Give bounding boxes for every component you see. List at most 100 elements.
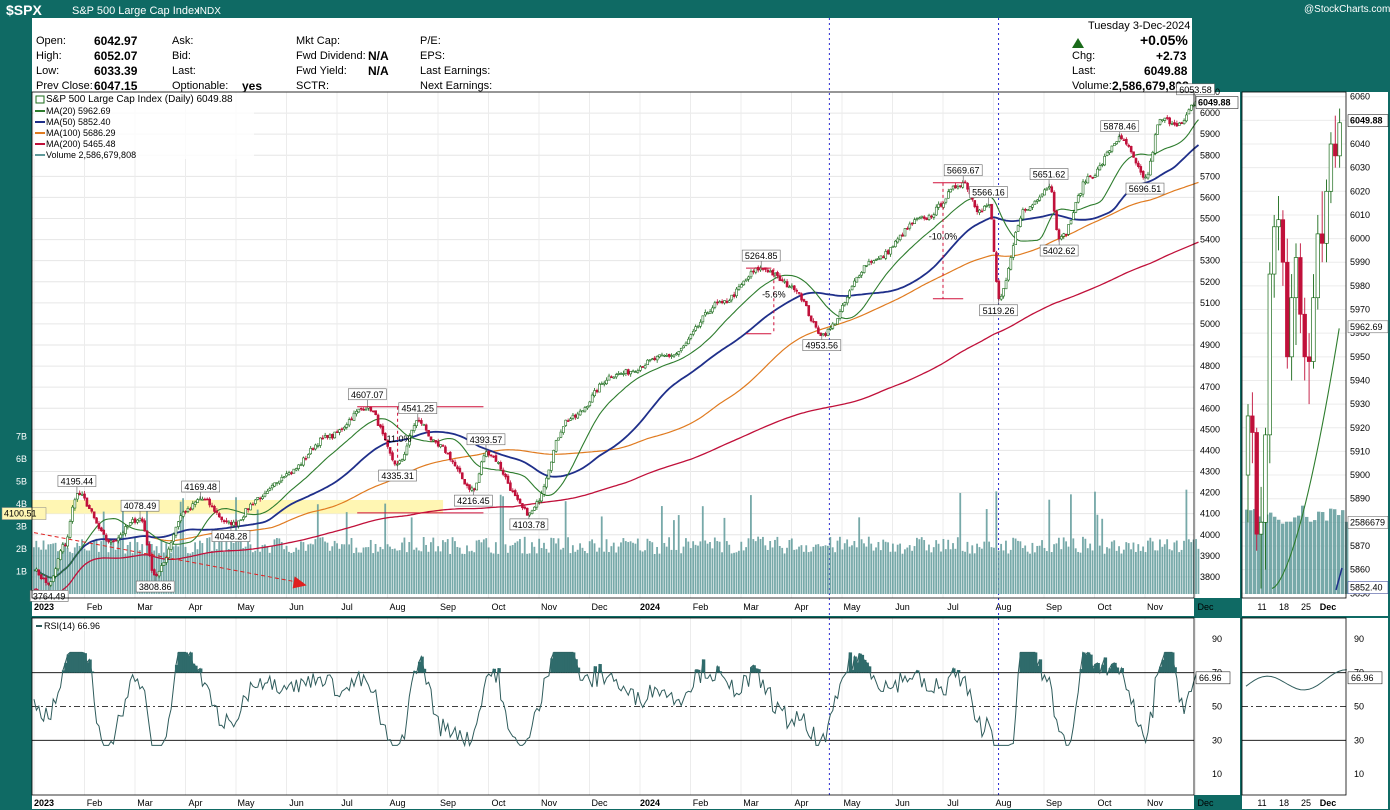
rsi-overbought-fill [1026,652,1031,673]
volume-bar [579,543,581,594]
volume-bar [795,549,798,594]
volume-bar [1053,544,1055,594]
volume-bar [261,545,264,594]
candle-body [639,366,642,371]
volume-bar [288,551,290,594]
volume-bar [778,546,781,594]
candle-body [177,521,180,527]
volume-bar [280,542,283,594]
inset-candle-body [1276,219,1281,228]
volume-bar [1195,539,1197,594]
volume-bar [800,545,803,594]
candle-body [836,318,839,325]
candle-body [1156,124,1159,135]
candle-body [545,477,548,488]
volume-bar [807,552,810,594]
candle-body [855,276,859,283]
volume-bar [122,511,124,594]
candle-body [131,519,134,523]
rsi-line [33,651,1199,748]
volume-bar [944,549,947,594]
candle-body [732,294,736,298]
inset-ma50-line [1335,567,1343,591]
candle-body [716,301,719,304]
price-tick-label: 5400 [1200,235,1220,245]
candle-body [658,354,661,358]
candle-body [398,460,402,464]
inset-rsi-value-tag [1347,671,1383,685]
candle-body [369,406,373,412]
volume-bar [1012,537,1015,594]
candle-body [788,286,791,289]
inset-tick-label: 5930 [1350,399,1370,409]
candle-body [78,492,82,495]
inset-candle-body [1250,415,1255,433]
candle-body [920,215,924,218]
candle-body [889,247,892,255]
candle-body [1120,135,1123,140]
month-label: Apr [794,602,808,612]
candle-body [961,182,965,188]
inset-tick-label: 5980 [1350,281,1370,291]
volume-bar [381,549,384,594]
candle-body [261,496,264,499]
candle-body [140,518,144,522]
price-label-box [29,590,69,602]
volume-bar [954,548,957,594]
rsi-overbought-fill [83,653,87,673]
volume-bar [300,541,302,594]
price-tick-label: 4600 [1200,403,1220,413]
candle-body [773,272,777,276]
rsi-overbought-fill [417,661,422,673]
volume-bar [138,550,141,594]
rsi-overbought-fill [956,670,961,673]
rsi-axis-panel [1194,618,1240,795]
candle-body [1067,224,1070,235]
candle-body [1168,117,1171,125]
inset-volume-bar [1289,521,1293,594]
candle-body [504,473,507,478]
volume-bar [1098,545,1101,594]
volume-bar [1074,548,1077,594]
inset-volume-bar [1261,521,1265,594]
volume-bar [581,547,584,594]
volume-bar [819,546,822,594]
rsi-overbought-fill [1110,664,1115,673]
candle-body [691,330,695,335]
inset-candle-body [1285,261,1290,358]
volume-bar [875,547,877,594]
volume-bar [319,537,322,594]
inset-ma20-line [1271,328,1340,589]
inset-x-label: Dec [1320,798,1337,808]
candle-body [934,206,938,216]
volume-bar [639,550,642,594]
volume-bar [186,553,189,594]
volume-bar [367,547,370,594]
price-label: 4078.49 [124,501,157,511]
volume-bar [514,542,517,594]
candle-body [552,450,556,463]
volume-tick-label: 5B [16,477,27,487]
volume-bar [249,544,252,594]
volume-bar [427,551,430,594]
candle-body [574,414,577,418]
candle-body [624,369,628,374]
volume-bar [788,540,791,594]
candle-body [708,311,712,315]
inset-rsi-tick-label: 30 [1354,735,1364,745]
candle-body [985,205,989,207]
candle-body [355,410,358,415]
rsi-overbought-fill [1029,652,1033,673]
volume-bar [776,536,779,594]
candle-body [104,534,108,541]
volume-bar [1084,538,1087,594]
volume-bar [1125,542,1128,594]
volume-bar [449,553,452,594]
inset-tick-label: 5890 [1350,494,1370,504]
inset-candle-body [1324,190,1329,244]
rsi-overbought-fill [574,659,578,673]
candle-body [675,353,678,356]
volume-bar [742,550,745,594]
volume-bar [1000,543,1003,594]
price-label: 5669.67 [947,166,980,176]
